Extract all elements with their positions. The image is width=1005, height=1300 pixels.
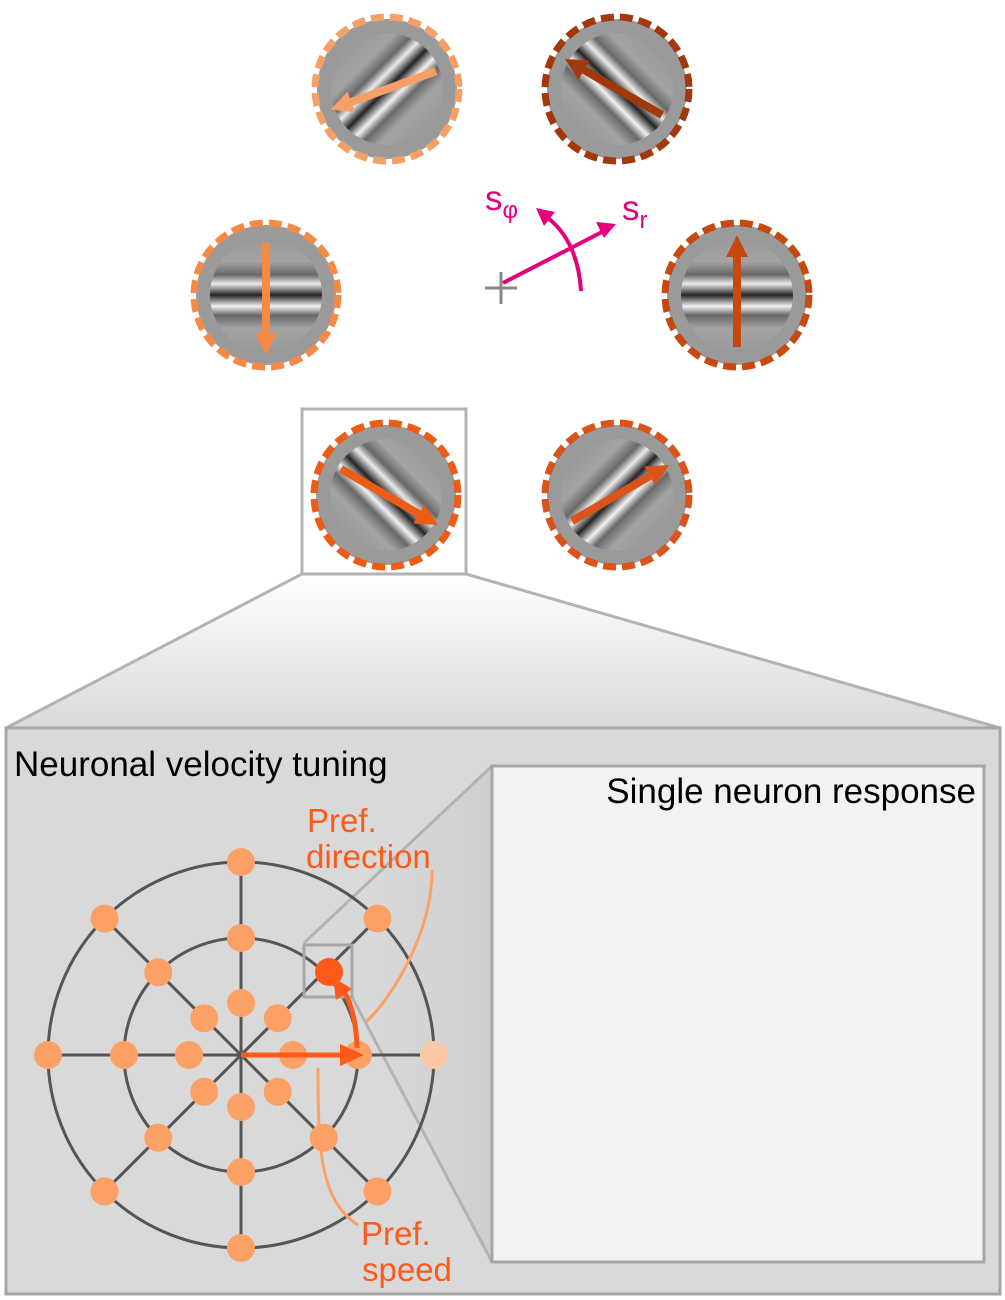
s-phi-label: sφ bbox=[485, 179, 518, 224]
tuning-dot bbox=[227, 848, 255, 876]
stimulus-lower-right bbox=[541, 419, 693, 571]
stimulus-highlight-box bbox=[300, 407, 468, 576]
tuning-dot bbox=[144, 1123, 173, 1152]
s-phi-arrowhead bbox=[536, 208, 555, 226]
tuning-dot bbox=[144, 958, 173, 987]
zoom-connector-top bbox=[5, 572, 1001, 730]
direction-spoke bbox=[239, 917, 379, 1057]
motion-arrow bbox=[349, 67, 438, 106]
s-r-label: sr bbox=[622, 189, 648, 234]
pref-direction-label: Pref. direction bbox=[306, 802, 431, 875]
tuning-dot bbox=[227, 924, 255, 952]
pref-speed-line1: Pref. bbox=[361, 1215, 431, 1252]
tuning-dots bbox=[34, 848, 448, 1262]
stimulus-dashed-ring bbox=[190, 219, 342, 371]
tuning-dot bbox=[190, 1004, 219, 1033]
direction-spoke bbox=[103, 1053, 243, 1193]
stimulus-dashed-ring bbox=[541, 419, 693, 571]
stimulus-mid-right bbox=[661, 219, 813, 371]
tuning-dot bbox=[263, 1004, 292, 1033]
motion-arrowhead bbox=[644, 465, 669, 486]
stimulus-upper-right bbox=[541, 13, 693, 165]
stimulus-upper-left bbox=[311, 13, 463, 165]
motion-arrowhead bbox=[726, 235, 748, 257]
tuning-title: Neuronal velocity tuning bbox=[14, 745, 388, 784]
tuning-dot bbox=[363, 1177, 392, 1206]
pref-direction-line1: Pref. bbox=[307, 802, 377, 839]
tuning-dot bbox=[227, 1234, 255, 1262]
pref-direction-leader bbox=[364, 869, 434, 1024]
direction-spoke bbox=[103, 917, 243, 1057]
pref-speed-leader bbox=[316, 1067, 359, 1227]
response-panel bbox=[490, 764, 986, 1264]
selected-neuron-dot bbox=[315, 958, 343, 986]
stimulus-lower-left bbox=[310, 419, 462, 571]
motion-arrow bbox=[338, 465, 421, 518]
motion-arrowhead bbox=[255, 333, 277, 355]
tuning-dot bbox=[190, 1077, 219, 1106]
stimuli-group bbox=[190, 13, 813, 571]
pref-speed-label: Pref. speed bbox=[361, 1215, 452, 1288]
zoom-connector-inner bbox=[304, 766, 492, 1262]
pref-direction-line2: direction bbox=[306, 838, 431, 875]
coordinate-indicator: sφ sr bbox=[485, 179, 648, 304]
selected-neuron-box bbox=[302, 943, 354, 999]
tuning-dot bbox=[90, 904, 119, 933]
stimulus-mid-left bbox=[190, 219, 342, 371]
tuning-dot bbox=[227, 989, 255, 1017]
stimulus-dashed-ring bbox=[310, 419, 462, 571]
motion-arrowhead bbox=[565, 59, 590, 80]
s-phi-arc bbox=[546, 216, 583, 292]
tuning-dot bbox=[263, 1077, 292, 1106]
tuning-dot bbox=[227, 1158, 255, 1186]
motion-arrowhead bbox=[330, 91, 356, 113]
motion-arrowhead bbox=[413, 504, 438, 525]
tuning-dot bbox=[420, 1041, 448, 1069]
tuning-dot bbox=[34, 1041, 62, 1069]
s-r-arrowhead bbox=[596, 222, 616, 238]
stimulus-dashed-ring bbox=[541, 13, 693, 165]
tuning-dot bbox=[90, 1177, 119, 1206]
motion-arrow bbox=[569, 472, 652, 525]
stimulus-dashed-ring bbox=[311, 13, 463, 165]
tuning-dot bbox=[175, 1041, 203, 1069]
tuning-dot bbox=[110, 1041, 138, 1069]
motion-arrow bbox=[582, 66, 665, 119]
tuning-dot bbox=[309, 1123, 338, 1152]
tuning-dot bbox=[363, 904, 392, 933]
tuning-dot bbox=[227, 1093, 255, 1121]
direction-spoke bbox=[239, 1053, 379, 1193]
stimulus-dashed-ring bbox=[661, 219, 813, 371]
velocity-tuning-grid bbox=[34, 848, 448, 1262]
response-title: Single neuron response bbox=[606, 772, 976, 811]
s-r-arrow bbox=[502, 230, 603, 285]
pref-speed-arrowhead bbox=[340, 1044, 364, 1066]
direction-spokes bbox=[48, 862, 434, 1248]
pref-arrows bbox=[241, 958, 364, 1066]
pref-speed-line2: speed bbox=[362, 1251, 452, 1288]
